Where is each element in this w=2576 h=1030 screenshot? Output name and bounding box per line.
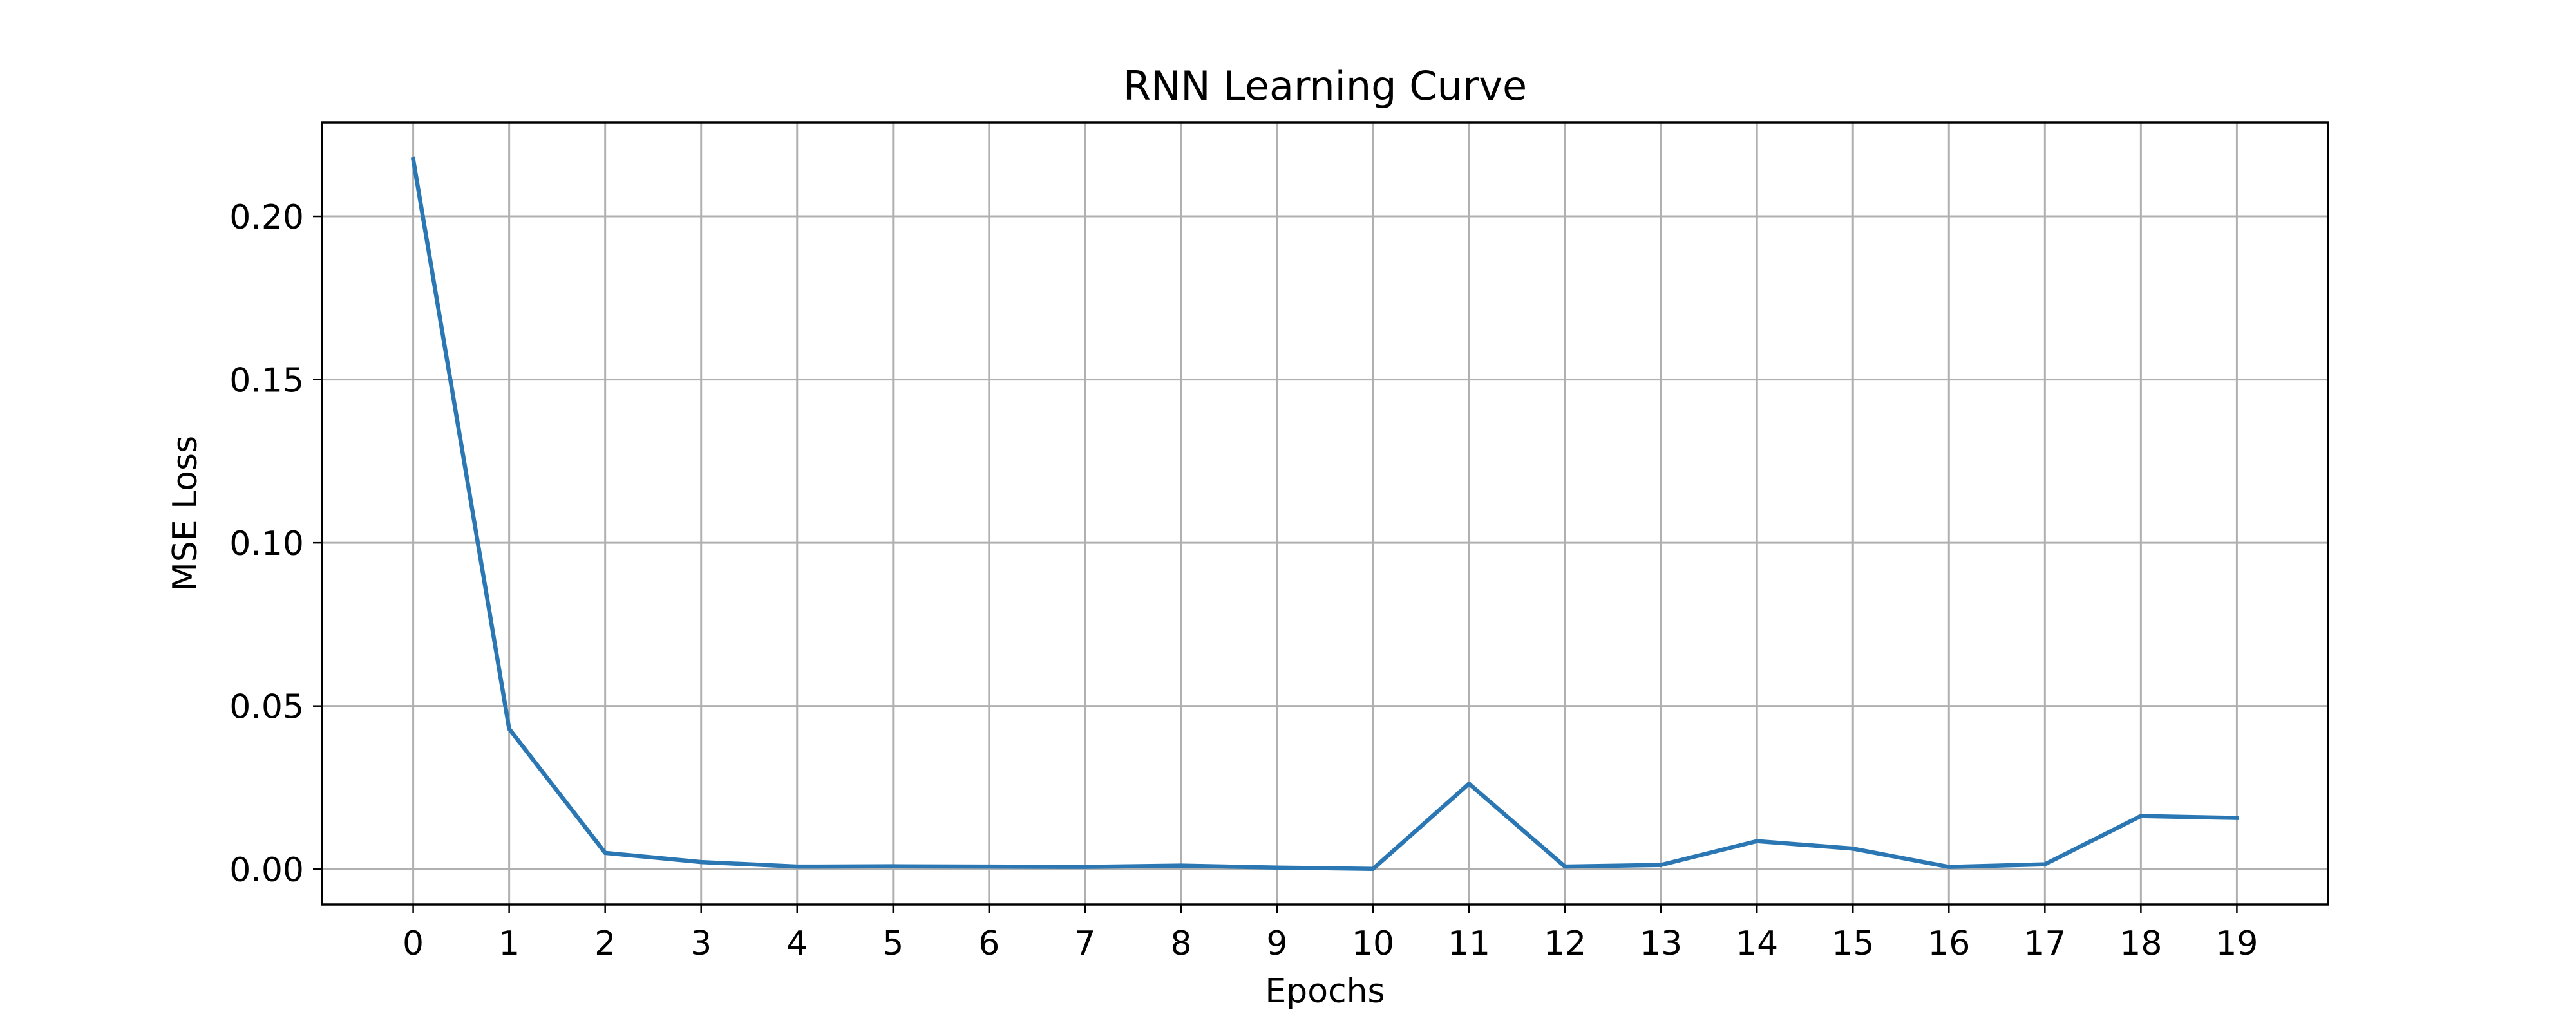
x-tick-label: 15	[1832, 924, 1874, 963]
x-tick-label: 1	[498, 924, 520, 963]
series-line	[410, 156, 2239, 871]
data-point	[1370, 866, 1376, 871]
x-axis-label: Epochs	[1265, 972, 1385, 1011]
x-tick-label: 13	[1640, 924, 1682, 963]
y-tick-label: 0.05	[229, 688, 304, 727]
y-tick-label: 0.10	[229, 525, 304, 563]
x-tick-label: 14	[1736, 924, 1778, 963]
y-axis-label: MSE Loss	[166, 436, 205, 591]
x-tick-label: 7	[1074, 924, 1095, 963]
data-point	[1083, 865, 1088, 869]
x-tick-label: 18	[2119, 924, 2162, 963]
x-tick-label: 9	[1266, 924, 1287, 963]
x-tick-label: 3	[690, 924, 712, 963]
data-point	[1466, 782, 1472, 786]
data-point	[603, 850, 607, 856]
grid	[322, 122, 2328, 904]
x-tick-label: 4	[786, 924, 808, 963]
y-tick-label: 0.20	[229, 198, 304, 237]
x-tick-label: 16	[1927, 924, 1970, 963]
data-point	[411, 157, 415, 162]
x-tick-label: 6	[978, 924, 999, 963]
data-point	[699, 859, 703, 865]
chart-title: RNN Learning Curve	[1123, 62, 1527, 109]
plot-frame	[321, 121, 2329, 906]
x-tick-label: 8	[1170, 924, 1191, 963]
axis-ticks: 0 1 2 3 4 5 6 7 8 9 10 11 12 13 14 15 16 17 18 190.000.050.…	[229, 198, 2258, 963]
x-tick-label: 17	[2023, 924, 2066, 963]
y-tick-label: 0.15	[229, 362, 304, 400]
x-tick-label: 12	[1544, 924, 1586, 963]
data-point	[1562, 864, 1567, 869]
x-tick-label: 2	[594, 924, 616, 963]
y-tick-label: 0.00	[229, 851, 304, 890]
data-point	[2139, 814, 2143, 818]
data-point	[507, 726, 511, 731]
data-point	[1947, 865, 1951, 869]
data-point	[1658, 863, 1663, 867]
data-point	[1179, 863, 1184, 868]
x-tick-label: 19	[2215, 924, 2258, 963]
data-point	[1754, 839, 1759, 843]
data-point	[2043, 862, 2047, 866]
data-point	[987, 864, 992, 869]
data-point	[1274, 865, 1280, 870]
x-tick-label: 10	[1352, 924, 1394, 963]
x-tick-label: 0	[402, 924, 424, 963]
data-point	[795, 864, 799, 869]
data-point	[2235, 816, 2239, 820]
x-tick-label: 5	[882, 924, 904, 963]
data-point	[891, 864, 896, 868]
series-layer	[410, 156, 2239, 871]
x-tick-label: 11	[1448, 924, 1490, 963]
data-point	[1851, 847, 1855, 851]
